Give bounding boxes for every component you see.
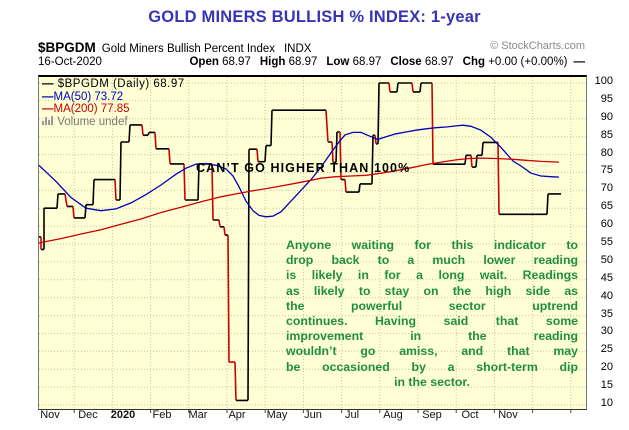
price-chart-svg [38, 77, 586, 413]
annotation-line: the powerful sector uptrend [286, 298, 578, 313]
y-axis-label: 75 [600, 164, 613, 177]
annotation-line: is likely in for a long wait. Readings [286, 268, 578, 283]
x-axis-label: Feb [152, 409, 172, 421]
legend-volume-label: Volume undef [57, 115, 128, 128]
annotation-line: improvement in the reading [286, 329, 578, 344]
x-axis-label: Jul [344, 409, 360, 421]
y-axis-label: 25 [600, 343, 613, 356]
legend-ma200-series: —MA(200) 77.85 [42, 103, 185, 116]
annotation-line: continues. Having said that some [286, 314, 578, 329]
x-axis-label: Mar [188, 409, 208, 421]
y-axis-label: 30 [600, 325, 613, 338]
ticker-symbol: $BPGDM [38, 40, 96, 55]
page-title: GOLD MINERS BULLISH % INDEX: 1-year [148, 8, 481, 26]
legend-price-series: — $BPGDM (Daily) 68.97 [42, 78, 185, 91]
legend-ma50-label: MA(50) 73.72 [53, 90, 124, 103]
legend-price-label: $BPGDM (Daily) 68.97 [57, 78, 185, 90]
y-axis-label: 40 [600, 289, 613, 302]
y-axis-label: 45 [600, 271, 613, 284]
y-axis-label: 65 [600, 200, 613, 213]
annotation-cant-go-higher: CAN’T GO HIGHER THAN 100% [196, 161, 411, 175]
x-axis-label: Nov [40, 409, 60, 421]
annotation-line: as likely to stay on the high side as [286, 283, 578, 298]
x-axis-label: Dec [78, 409, 98, 421]
x-axis-label: Jun [304, 409, 322, 421]
legend-ma200-label: MA(200) 77.85 [53, 103, 130, 115]
price-line-swatch: — [42, 78, 54, 90]
ma200-line-swatch: — [42, 103, 54, 115]
quote-field-open: Open 68.97 [189, 56, 251, 68]
exchange-label: INDX [283, 43, 312, 55]
chart-legend: — $BPGDM (Daily) 68.97 —MA(50) 73.72 —MA… [42, 78, 185, 128]
y-axis-label: 85 [600, 128, 613, 141]
annotation-line: in the sector. [394, 374, 470, 389]
annotation-commentary-paragraph: Anyone waiting for this indicator to drop… [286, 238, 578, 390]
annotation-line: be occasioned by a short-term dip [286, 359, 578, 374]
index-name: Gold Miners Bullish Percent Index [101, 43, 275, 55]
x-axis-label: 2020 [110, 409, 136, 421]
y-axis-label: 15 [600, 379, 613, 392]
ohlc-quote-row: Open 68.97 High 68.97 Low 68.97 Close 68.97… [180, 56, 585, 68]
y-axis-label: 70 [600, 182, 613, 195]
y-axis-label: 55 [600, 236, 613, 248]
x-axis-label: Apr [228, 409, 246, 421]
y-axis-label: 90 [600, 110, 613, 123]
annotation-line: drop back to a much lower reading [286, 253, 578, 268]
y-axis-label: 35 [600, 307, 613, 320]
x-axis-label: Nov [498, 409, 518, 421]
stockcharts-copyright: © StockCharts.com [490, 40, 585, 52]
y-axis-label: 100 [594, 75, 613, 87]
legend-ma50-series: —MA(50) 73.72 [42, 91, 185, 104]
y-axis-label: 20 [600, 361, 613, 374]
x-axis-label: Sep [422, 409, 442, 421]
legend-volume: Volume undef [42, 115, 185, 129]
quote-field-close: Close 68.97 [390, 56, 454, 68]
y-axis-label: 80 [600, 146, 613, 159]
annotation-line: wouldn’t go amiss, and that may [286, 344, 578, 359]
symbol-header: $BPGDM Gold Miners Bullish Percent Index I… [38, 39, 585, 57]
x-axis-label: Aug [383, 409, 403, 421]
annotation-line: Anyone waiting for this indicator to [286, 238, 578, 252]
y-axis-label: 60 [600, 218, 613, 231]
quote-date: 16-Oct-2020 [38, 56, 102, 68]
x-axis-label: May [266, 409, 288, 421]
chart-plot-area: — $BPGDM (Daily) 68.97 —MA(50) 73.72 —MA… [38, 75, 587, 413]
y-axis-label: 95 [600, 92, 613, 105]
volume-bars-icon [42, 115, 54, 128]
quote-field-high: High 68.97 [259, 56, 318, 68]
y-axis-label: 10 [600, 397, 613, 410]
ma50-line-swatch: — [42, 90, 54, 103]
quote-field-chg: Chg +0.00 (+0.00%) [462, 56, 568, 68]
ohlc-fields: Open 68.97 High 68.97 Low 68.97 Close 68.97… [180, 56, 567, 68]
change-dash: — [573, 56, 586, 68]
x-axis-label: Oct [461, 409, 479, 421]
quote-field-low: Low 68.97 [326, 56, 382, 68]
y-axis-label: 50 [600, 253, 613, 266]
